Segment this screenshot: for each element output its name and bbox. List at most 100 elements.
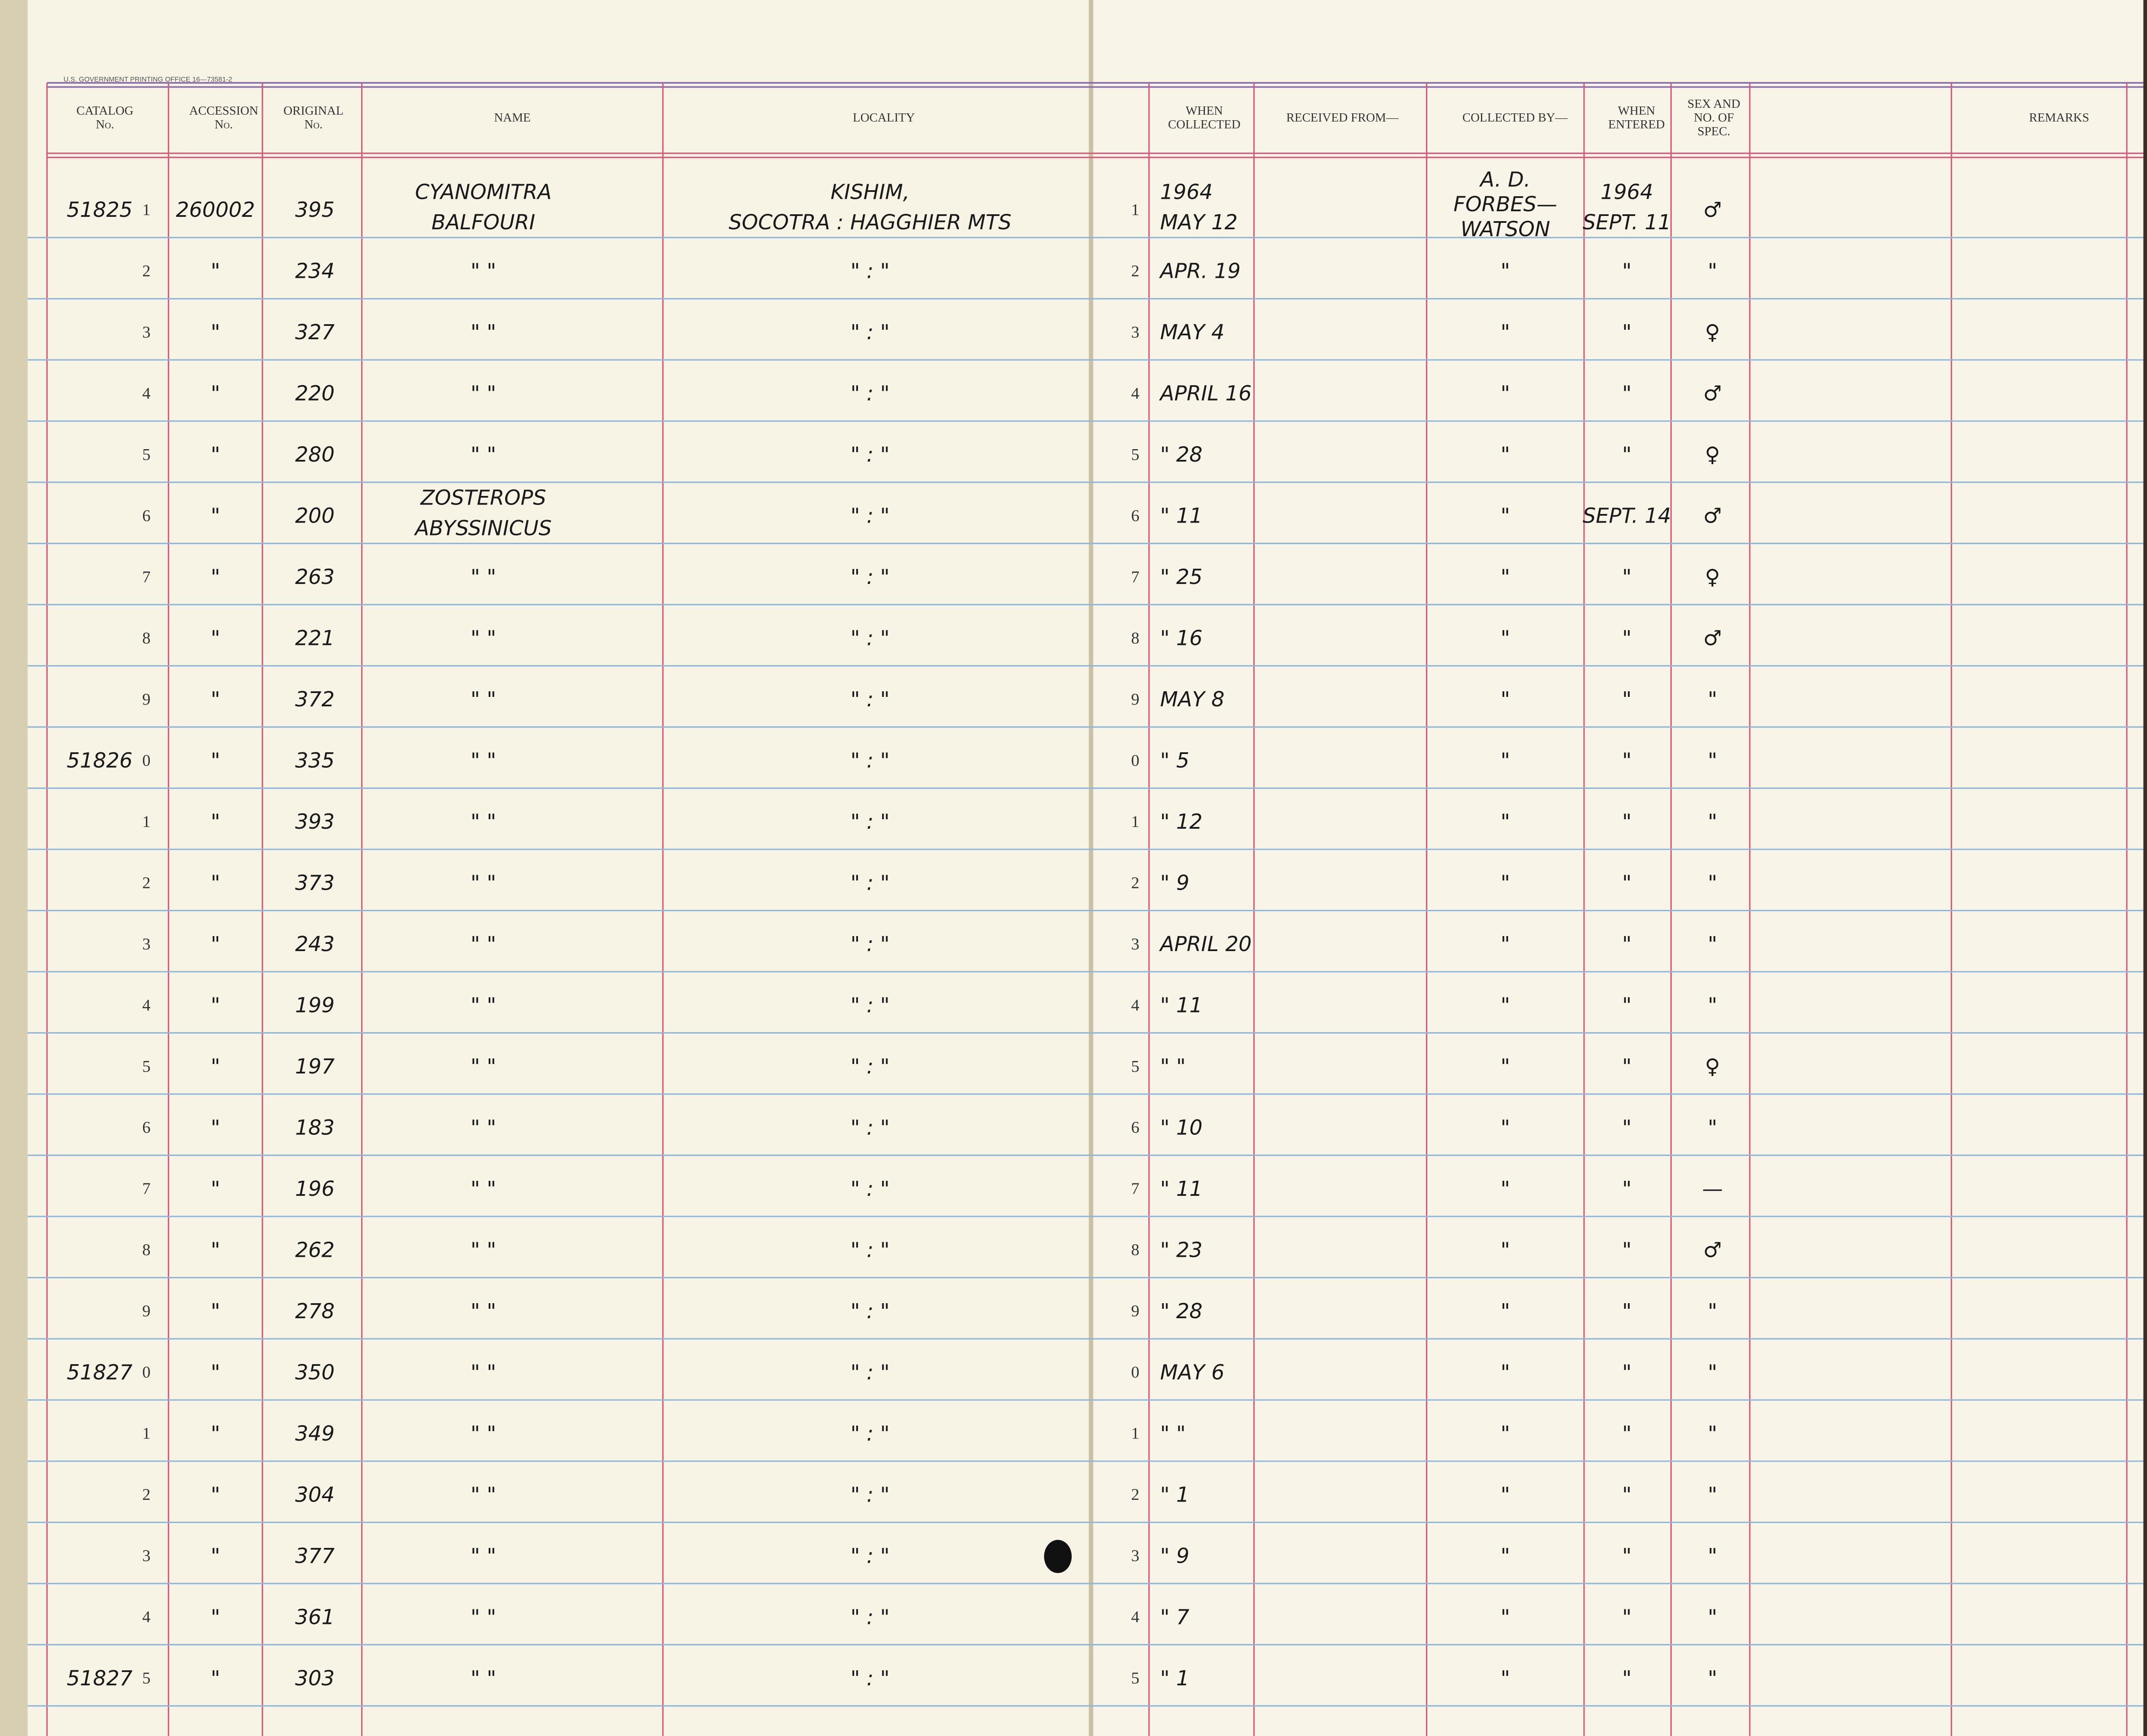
cell-loc: " : " [851, 1422, 890, 1446]
cell-n: 7 [142, 1180, 150, 1198]
cell-by: " [1501, 1666, 1510, 1690]
cell-loc: " : " [851, 1238, 890, 1262]
cell-name: ABYSSINICUS [414, 516, 551, 540]
cell-acc: " [211, 1544, 220, 1568]
cell-loc: " : " [851, 565, 890, 589]
column-header: No. [215, 118, 233, 131]
cell-acc: " [211, 993, 220, 1017]
cell-ent: " [1622, 1605, 1632, 1629]
cell-acc: " [211, 1483, 220, 1507]
cell-cat: 51825 [67, 198, 132, 222]
cell-cat: 51827 [67, 1360, 133, 1384]
cell-when: MAY 12 [1160, 210, 1238, 234]
cell-when: APRIL 16 [1159, 382, 1252, 406]
cell-n2: 3 [1131, 323, 1139, 341]
cell-loc: " : " [851, 1360, 890, 1384]
cell-orig: 377 [295, 1544, 335, 1568]
cell-orig: 350 [295, 1360, 335, 1384]
column-header: COLLECTED BY— [1463, 111, 1568, 125]
cell-n2: 5 [1131, 1669, 1139, 1687]
cell-orig: 304 [295, 1483, 335, 1507]
cell-loc: KISHIM, [830, 180, 909, 204]
cell-acc: 260002 [176, 198, 255, 222]
cell-when: " 9 [1160, 1544, 1189, 1568]
cell-name: " " [471, 687, 496, 711]
cell-sex: " [1708, 1483, 1717, 1507]
cell-name: " " [471, 1422, 496, 1446]
cell-name: " " [471, 320, 496, 344]
cell-n2: 1 [1131, 201, 1139, 219]
cell-when: " 12 [1160, 810, 1203, 834]
cell-sex: ♀ [1705, 443, 1720, 467]
cell-n2: 8 [1131, 629, 1139, 647]
cell-sex: " [1708, 1360, 1717, 1384]
cell-acc: " [211, 504, 220, 528]
cell-name: " " [471, 993, 496, 1017]
column-header: WHEN [1618, 104, 1655, 118]
cell-when: " " [1160, 1422, 1186, 1446]
cell-n: 2 [142, 1486, 150, 1504]
cell-when: " 28 [1160, 1299, 1203, 1323]
cell-by: " [1501, 871, 1510, 895]
cell-sex: " [1708, 993, 1717, 1017]
cell-orig: 280 [295, 443, 335, 467]
column-header: NO. OF [1694, 111, 1734, 125]
cell-ent: SEPT. 11 [1583, 210, 1671, 234]
cell-by: A. D. [1479, 167, 1530, 192]
cell-when: " " [1160, 1055, 1186, 1079]
cell-by: " [1501, 565, 1510, 589]
cell-orig: 361 [295, 1605, 335, 1629]
cell-acc: " [211, 748, 220, 772]
cell-name: " " [471, 1483, 496, 1507]
ink-blot [1044, 1540, 1072, 1573]
cell-loc: " : " [851, 1116, 890, 1140]
cell-ent: " [1622, 320, 1632, 344]
cell-name: " " [471, 810, 496, 834]
cell-ent: " [1622, 382, 1632, 406]
cell-ent: " [1622, 1483, 1632, 1507]
cell-when: " 11 [1160, 1177, 1203, 1201]
cell-name: " " [471, 932, 496, 956]
cell-ent: " [1622, 443, 1632, 467]
cell-name: " " [471, 1116, 496, 1140]
cell-orig: 373 [295, 871, 335, 895]
column-header: CATALOG [76, 104, 134, 118]
cell-by: " [1501, 993, 1510, 1017]
cell-when: APRIL 20 [1159, 932, 1252, 956]
cell-loc: " : " [851, 687, 890, 711]
cell-n: 9 [142, 690, 150, 708]
cell-n2: 9 [1131, 1302, 1139, 1320]
cell-name: " " [471, 1177, 496, 1201]
cell-orig: 335 [295, 748, 335, 772]
cell-name: " " [471, 748, 496, 772]
cell-when: " 10 [1160, 1116, 1203, 1140]
cell-orig: 262 [295, 1238, 335, 1262]
cell-n2: 4 [1131, 1608, 1139, 1626]
cell-ent: " [1622, 871, 1632, 895]
cell-when: " 23 [1160, 1238, 1203, 1262]
cell-acc: " [211, 1605, 220, 1629]
cell-n2: 2 [1131, 874, 1139, 892]
cell-acc: " [211, 1055, 220, 1079]
cell-n: 1 [142, 201, 150, 219]
cell-ent: 1964 [1600, 180, 1653, 204]
cell-n2: 2 [1131, 262, 1139, 280]
cell-n2: 4 [1131, 996, 1139, 1014]
cell-by: " [1501, 443, 1510, 467]
cell-name: ZOSTEROPS [420, 486, 546, 510]
cell-n: 4 [142, 996, 150, 1014]
cell-acc: " [211, 810, 220, 834]
cell-when: " 1 [1160, 1483, 1189, 1507]
cell-n: 8 [142, 629, 150, 647]
cell-ent: " [1622, 993, 1632, 1017]
cell-ent: " [1622, 1544, 1632, 1568]
cell-by: " [1501, 748, 1510, 772]
cell-n: 2 [142, 874, 150, 892]
cell-by: " [1501, 1605, 1510, 1629]
cell-ent: " [1622, 1177, 1632, 1201]
cell-n: 9 [142, 1302, 150, 1320]
cell-by: " [1501, 1422, 1510, 1446]
cell-when: APR. 19 [1159, 259, 1241, 283]
cell-acc: " [211, 871, 220, 895]
